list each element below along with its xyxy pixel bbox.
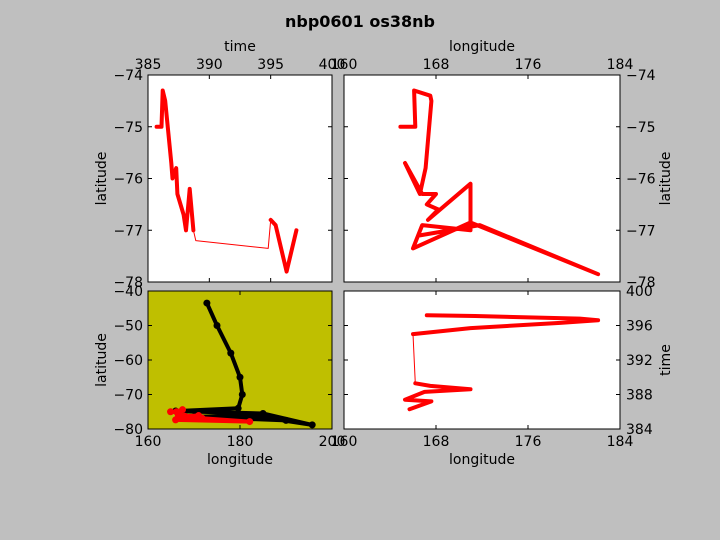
y-tick-label: −70 xyxy=(113,388,143,404)
figure-title: nbp0601 os38nb xyxy=(285,12,435,31)
x-axis-label: longitude xyxy=(449,39,515,55)
plot-area xyxy=(344,291,620,429)
data-line xyxy=(173,301,315,427)
y-tick-label: −78 xyxy=(113,275,143,291)
x-axis-label: longitude xyxy=(207,452,273,468)
y-axis-label: latitude xyxy=(94,152,110,206)
y-tick-label: −76 xyxy=(626,172,656,188)
x-tick-label: 200 xyxy=(319,434,346,450)
y-tick-label: 400 xyxy=(626,284,653,300)
x-tick-label: 385 xyxy=(135,57,162,73)
y-tick-label: 388 xyxy=(626,388,653,404)
data-line xyxy=(268,217,299,274)
plot-area xyxy=(344,75,620,282)
x-tick-label: 184 xyxy=(607,434,634,450)
series-group xyxy=(403,313,601,412)
data-point xyxy=(181,412,189,420)
data-point xyxy=(238,391,246,398)
x-tick-label: 180 xyxy=(227,434,254,450)
y-tick-label: −78 xyxy=(626,275,656,291)
x-axis-label: time xyxy=(224,39,256,55)
data-point xyxy=(245,411,253,419)
data-point xyxy=(234,404,242,412)
data-line xyxy=(403,381,473,412)
y-axis-label: time xyxy=(658,344,674,376)
y-tick-label: −74 xyxy=(626,68,656,84)
series-group xyxy=(154,88,299,274)
x-tick-label: 168 xyxy=(423,57,450,73)
x-tick-label: 168 xyxy=(423,434,450,450)
x-axis-label: longitude xyxy=(449,452,515,468)
x-tick-label: 176 xyxy=(515,434,542,450)
series-group xyxy=(398,88,601,277)
x-tick-label: 390 xyxy=(196,57,223,73)
y-tick-label: −76 xyxy=(113,172,143,188)
x-tick-label: 160 xyxy=(135,434,162,450)
x-tick-label: 160 xyxy=(331,434,358,450)
data-line xyxy=(398,88,601,277)
y-tick-label: −74 xyxy=(113,68,143,84)
data-point xyxy=(227,349,235,357)
y-axis-label: latitude xyxy=(658,152,674,206)
y-tick-label: −77 xyxy=(113,223,143,239)
data-point xyxy=(236,373,244,381)
data-line xyxy=(412,333,416,384)
x-tick-label: 400 xyxy=(319,57,346,73)
y-tick-label: −75 xyxy=(626,120,656,136)
data-point xyxy=(259,409,267,417)
data-point xyxy=(246,418,254,426)
data-point xyxy=(203,299,211,307)
data-point xyxy=(213,322,221,329)
data-line xyxy=(154,88,196,233)
y-tick-label: −80 xyxy=(113,422,143,438)
y-tick-label: −40 xyxy=(113,284,143,300)
data-point xyxy=(282,416,290,424)
y-tick-label: 396 xyxy=(626,319,653,335)
x-tick-label: 160 xyxy=(331,57,358,73)
data-point xyxy=(167,408,175,416)
y-axis-label: latitude xyxy=(94,333,110,387)
data-point xyxy=(308,421,316,429)
y-tick-label: −50 xyxy=(113,319,143,335)
y-tick-label: −77 xyxy=(626,223,656,239)
data-line xyxy=(411,313,601,337)
x-tick-label: 184 xyxy=(607,57,634,73)
data-point xyxy=(179,406,186,414)
y-tick-label: −60 xyxy=(113,353,143,369)
y-tick-label: 392 xyxy=(626,353,653,369)
y-tick-label: 384 xyxy=(626,422,653,438)
data-line xyxy=(192,219,272,249)
data-point xyxy=(198,414,206,422)
series-group xyxy=(167,299,316,429)
y-tick-label: −75 xyxy=(113,120,143,136)
x-tick-label: 176 xyxy=(515,57,542,73)
x-tick-label: 395 xyxy=(257,57,284,73)
data-point xyxy=(172,416,180,424)
